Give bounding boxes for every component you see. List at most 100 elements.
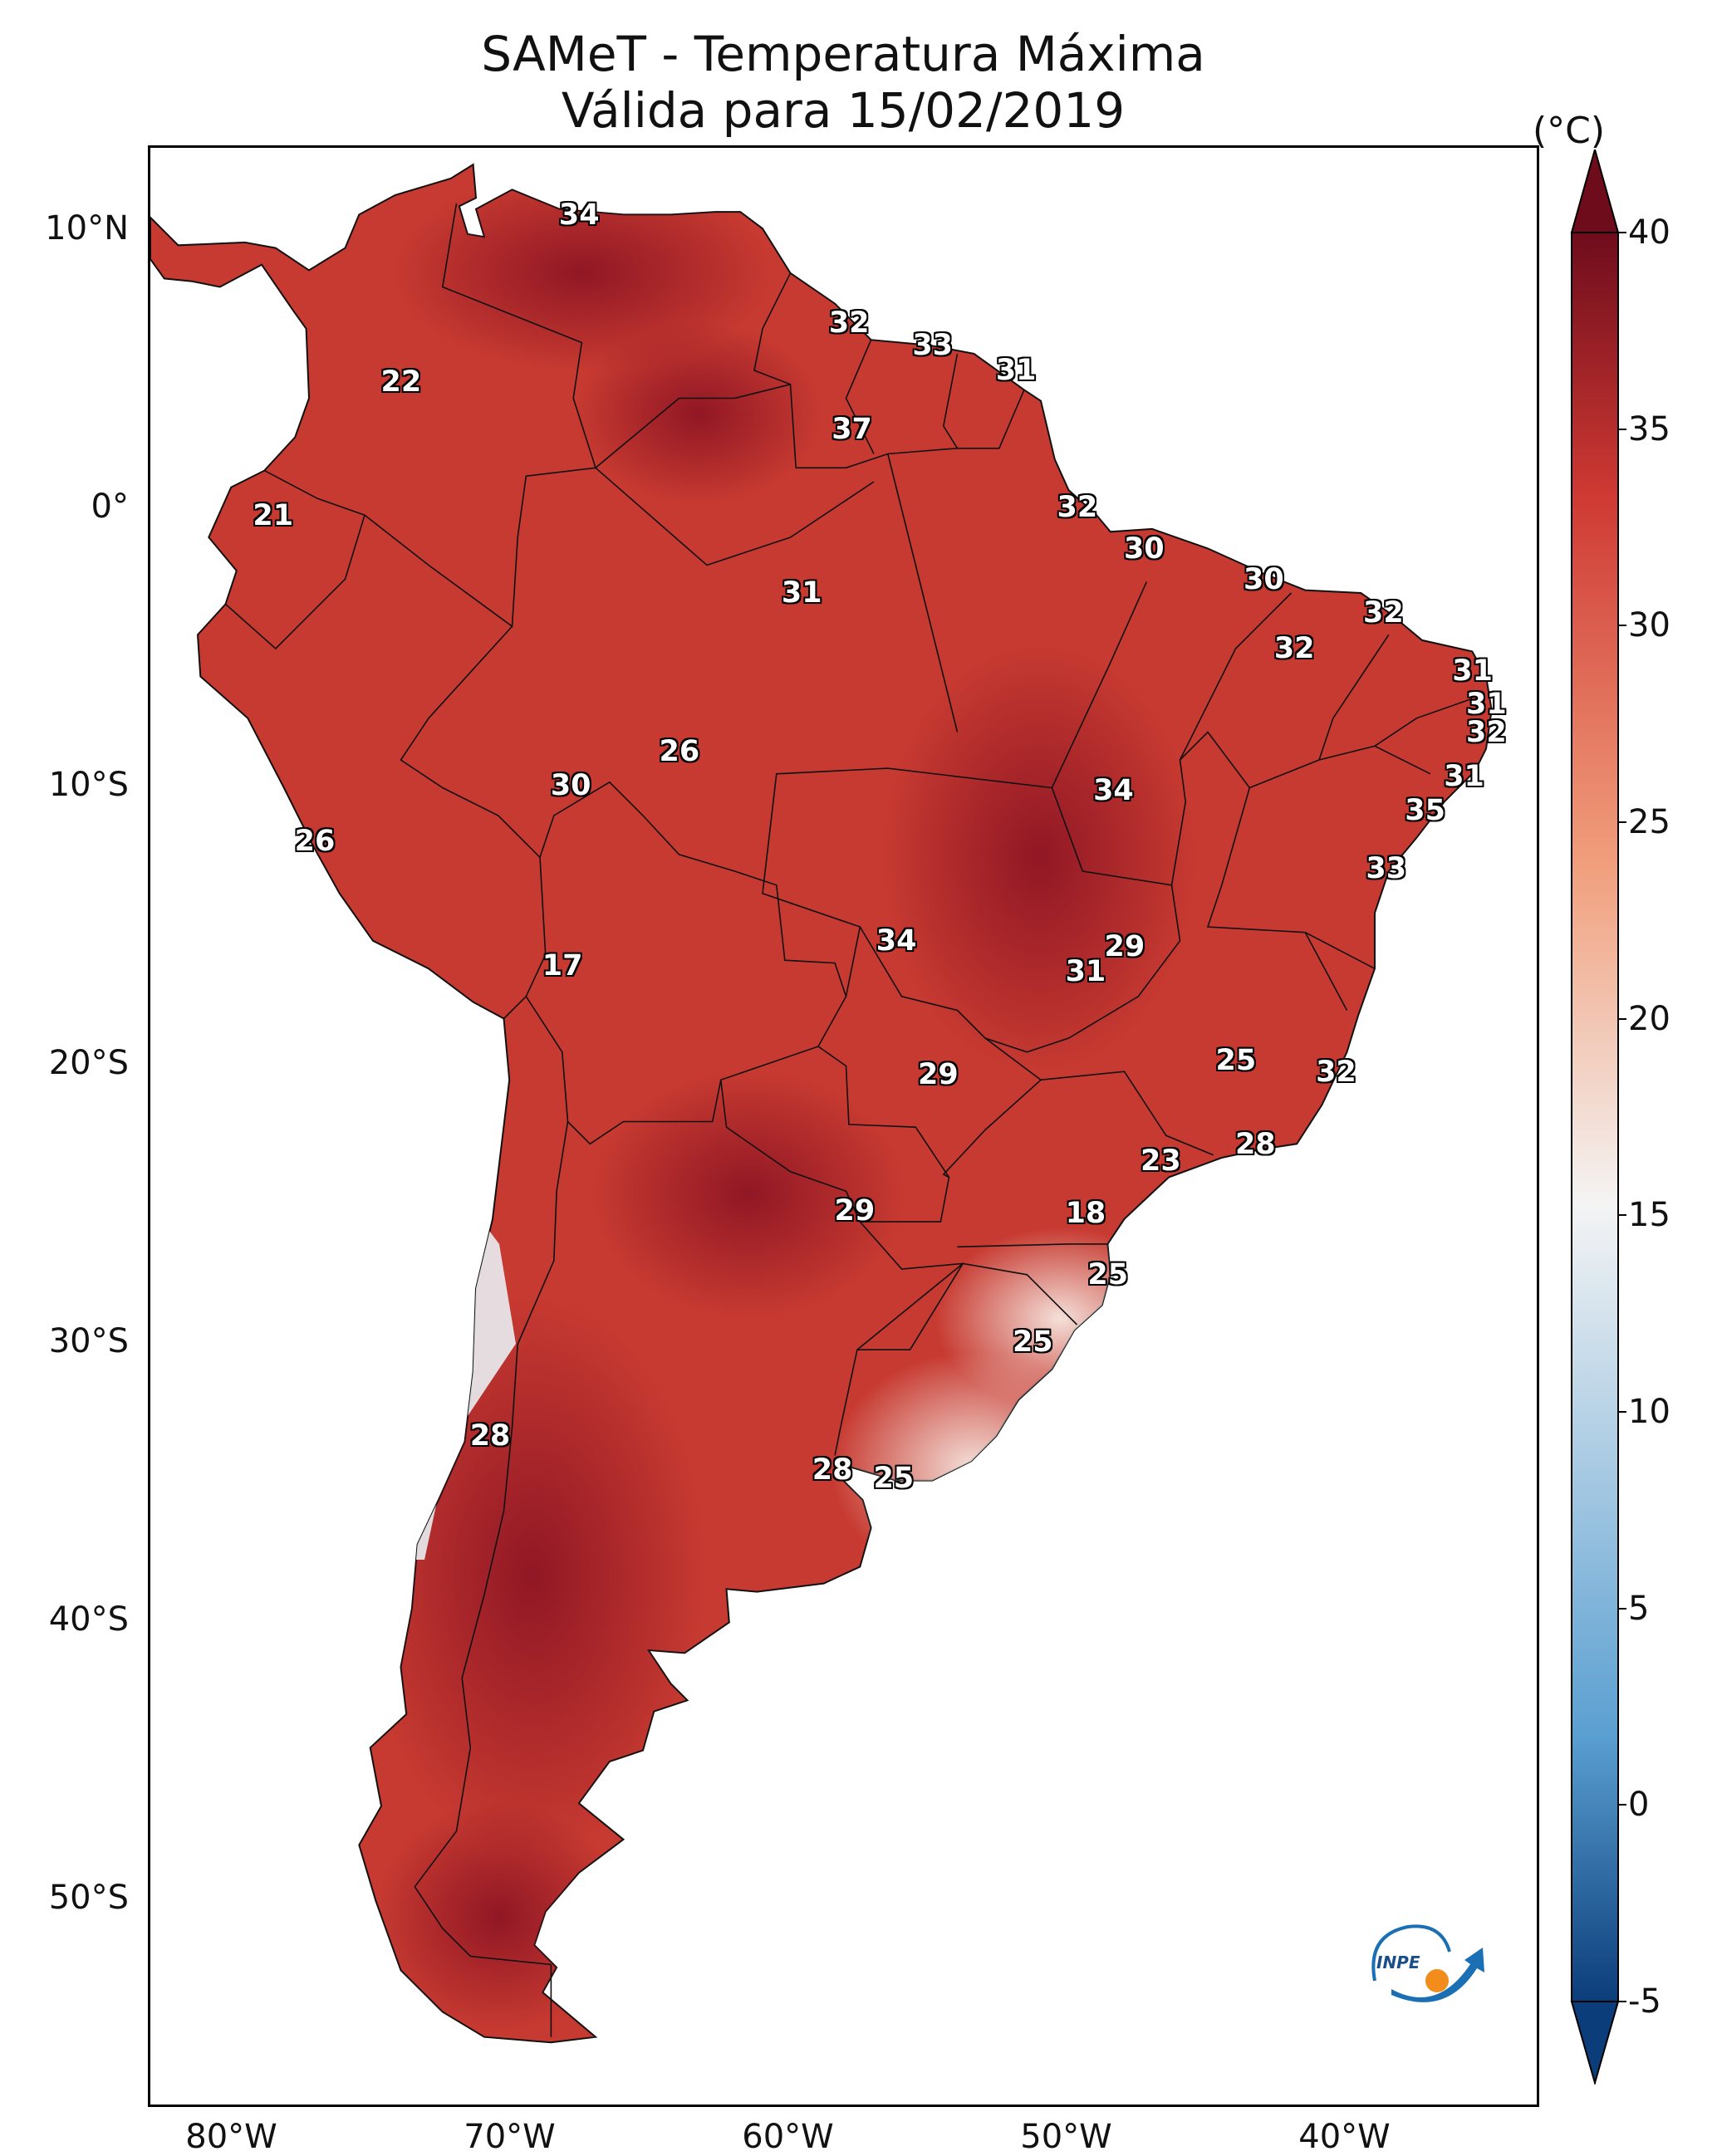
station-temperature-label: 34 [558, 198, 600, 232]
border-line [1051, 731, 1431, 886]
lat-tick-label: 30°S [48, 1321, 129, 1360]
lon-tick-label: 80°W [185, 2118, 277, 2156]
map-title: SAMeT - Temperatura Máxima [481, 26, 1205, 82]
map-area [148, 145, 1539, 2107]
station-temperature-label: 31 [1452, 654, 1493, 688]
border-line [720, 1046, 950, 1223]
border-line [963, 1262, 1078, 1325]
border-line [595, 384, 791, 468]
station-temperature-label: 23 [1141, 1144, 1181, 1178]
country-borders [224, 203, 1473, 2037]
station-temperature-label: 33 [1366, 852, 1407, 885]
colorbar-tick-label: 10 [1628, 1393, 1670, 1431]
colorbar-min-extension [1570, 2001, 1620, 2085]
station-temperature-label: 31 [1444, 760, 1484, 794]
station-temperature-label: 32 [1465, 715, 1507, 749]
border-line [984, 1037, 1214, 1156]
colorbar-tick-mark [1618, 232, 1626, 233]
colorbar-tick-mark [1618, 625, 1626, 627]
station-temperature-label: 34 [876, 924, 917, 958]
station-temperature-label: 25 [873, 1461, 915, 1495]
station-temperature-label: 28 [469, 1419, 511, 1453]
colorbar-tick-mark [1618, 1411, 1626, 1413]
lat-tick-label: 10°S [48, 765, 129, 804]
station-temperature-label: 22 [380, 365, 422, 399]
border-line [224, 514, 365, 650]
station-temperature-label: 31 [1065, 954, 1106, 988]
station-temperature-label: 26 [294, 824, 336, 858]
station-temperature-label: 30 [1243, 562, 1284, 596]
station-temperature-label: 32 [828, 306, 870, 341]
station-temperature-label: 17 [542, 949, 583, 983]
svg-text:INPE: INPE [1376, 1953, 1420, 1972]
colorbar-tick-mark [1618, 1607, 1626, 1610]
colorbar-tick-mark [1618, 428, 1626, 430]
border-line [414, 1121, 569, 1966]
station-temperature-label: 32 [1363, 595, 1404, 630]
border-line [400, 625, 547, 1020]
border-line [595, 467, 875, 566]
colorbar-tick-label: 40 [1628, 213, 1670, 252]
colorbar-tick-mark [1618, 2001, 1626, 2002]
station-temperature-label: 31 [781, 576, 822, 610]
station-temperature-label: 25 [1215, 1044, 1257, 1078]
colorbar-gradient [1571, 232, 1619, 2002]
colorbar-tick-mark [1618, 1214, 1626, 1217]
colorbar-tick-label: 30 [1628, 606, 1670, 645]
station-temperature-label: 37 [832, 412, 872, 446]
station-temperature-label: 32 [1316, 1055, 1356, 1089]
station-temperature-label: 30 [1123, 532, 1165, 566]
station-temperature-label: 31 [995, 354, 1037, 388]
colorbar-unit: (°C) [1533, 110, 1606, 152]
colorbar-max-extension [1570, 149, 1620, 233]
station-temperature-label: 31 [1465, 688, 1507, 722]
lon-tick-label: 60°W [742, 2118, 834, 2156]
station-temperature-label: 35 [1405, 793, 1445, 827]
colorbar-tick-label: 25 [1628, 803, 1670, 841]
station-temperature-label: 34 [1093, 774, 1134, 808]
border-line [957, 1243, 1108, 1248]
station-temperature-label: 26 [659, 735, 700, 769]
inpe-logo: INPE [1371, 1924, 1484, 2002]
station-temperature-label: 18 [1065, 1197, 1106, 1231]
lon-tick-label: 40°W [1298, 2118, 1391, 2156]
lat-tick-label: 0° [91, 487, 129, 526]
lat-tick-label: 40°S [48, 1600, 129, 1639]
lon-tick-label: 50°W [1020, 2118, 1112, 2156]
border-line [762, 581, 1148, 997]
border-line [1304, 932, 1348, 1011]
border-line [1374, 698, 1473, 747]
station-temperature-label: 21 [253, 498, 294, 532]
border-line [942, 353, 959, 449]
south-america-map [150, 163, 1493, 2044]
station-temperature-label: 32 [1273, 632, 1315, 666]
colorbar-tick-label: 20 [1628, 999, 1670, 1038]
map-subtitle: Válida para 15/02/2019 [561, 82, 1126, 139]
lat-tick-label: 20°S [48, 1043, 129, 1082]
border-line [753, 272, 1025, 469]
colorbar-tick-label: 5 [1628, 1589, 1650, 1628]
border-line [845, 339, 875, 454]
border-line [1206, 787, 1376, 970]
colorbar [1570, 149, 1620, 2085]
colorbar-tick-mark [1618, 1017, 1626, 1020]
colorbar-tick-label: 0 [1628, 1786, 1650, 1825]
station-temperature-label: 29 [918, 1057, 959, 1091]
border-line [859, 884, 1181, 1053]
border-line [1179, 592, 1293, 761]
border-line [834, 1221, 964, 1456]
station-temperature-label: 29 [1104, 929, 1145, 963]
colorbar-tick-label: 15 [1628, 1196, 1670, 1235]
station-temperature-label: 30 [550, 768, 591, 802]
station-temperature-label: 28 [812, 1453, 853, 1487]
station-temperature-label: 28 [1234, 1127, 1276, 1161]
lat-tick-label: 10°N [45, 208, 129, 247]
border-line [942, 1079, 1042, 1178]
station-temperature-label: 25 [1012, 1325, 1053, 1359]
station-temperature-label: 33 [912, 329, 954, 363]
border-line [1318, 634, 1390, 761]
lon-tick-label: 70°W [464, 2118, 556, 2156]
border-line [525, 781, 847, 1145]
border-line [887, 453, 959, 733]
colorbar-tick-label: -5 [1628, 1982, 1661, 2021]
